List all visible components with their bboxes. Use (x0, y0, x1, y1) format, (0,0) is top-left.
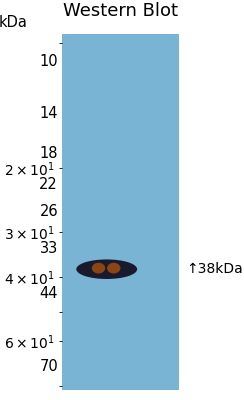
Text: kDa: kDa (0, 16, 28, 30)
Ellipse shape (76, 260, 137, 279)
Ellipse shape (107, 263, 121, 274)
Text: ↑38kDa: ↑38kDa (186, 262, 243, 276)
Ellipse shape (92, 263, 105, 274)
Text: Western Blot: Western Blot (63, 2, 178, 20)
